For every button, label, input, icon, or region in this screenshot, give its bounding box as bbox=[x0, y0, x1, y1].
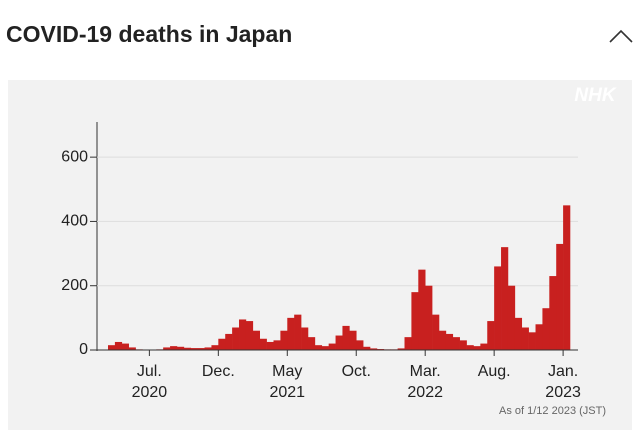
bar bbox=[122, 344, 129, 350]
bar bbox=[267, 342, 274, 350]
bar bbox=[522, 328, 529, 351]
bar bbox=[467, 345, 474, 350]
bar bbox=[439, 331, 446, 350]
y-tick-label: 600 bbox=[61, 148, 88, 165]
bar bbox=[315, 345, 322, 350]
x-year-label: 2020 bbox=[132, 384, 168, 401]
bar bbox=[515, 318, 522, 350]
bar bbox=[336, 336, 343, 350]
x-tick-label: Jul. bbox=[137, 363, 162, 380]
bar bbox=[494, 266, 501, 350]
bar bbox=[280, 331, 287, 350]
x-tick-label: Oct. bbox=[342, 363, 371, 380]
bar bbox=[487, 321, 494, 350]
y-tick-label: 0 bbox=[79, 341, 88, 358]
y-tick-label: 200 bbox=[61, 277, 88, 294]
bar bbox=[108, 345, 115, 350]
bar bbox=[211, 345, 218, 350]
x-year-label: 2023 bbox=[545, 384, 581, 401]
bar bbox=[225, 334, 232, 350]
bar bbox=[253, 331, 260, 350]
bar bbox=[246, 321, 253, 350]
bar bbox=[115, 342, 122, 350]
bar bbox=[342, 326, 349, 350]
y-tick-label: 400 bbox=[61, 213, 88, 230]
bar bbox=[405, 337, 412, 350]
bar bbox=[453, 337, 460, 350]
x-tick-label: Dec. bbox=[202, 363, 235, 380]
bar bbox=[425, 286, 432, 350]
chart-panel bbox=[8, 80, 632, 430]
bar bbox=[287, 318, 294, 350]
x-tick-label: Aug. bbox=[478, 363, 511, 380]
bar bbox=[432, 315, 439, 350]
bar bbox=[218, 339, 225, 350]
page-title: COVID-19 deaths in Japan bbox=[6, 21, 292, 47]
bar bbox=[460, 340, 467, 350]
bar bbox=[549, 276, 556, 350]
bar bbox=[563, 205, 570, 350]
bar bbox=[508, 286, 515, 350]
bar bbox=[529, 332, 536, 350]
bar bbox=[239, 319, 246, 350]
bar bbox=[418, 270, 425, 350]
bar bbox=[170, 346, 177, 350]
bar bbox=[322, 346, 329, 350]
x-tick-label: Mar. bbox=[410, 363, 441, 380]
bar bbox=[536, 324, 543, 350]
logo: NHK bbox=[574, 85, 616, 106]
bar bbox=[349, 331, 356, 350]
bar bbox=[480, 344, 487, 350]
bar bbox=[260, 339, 267, 350]
bar bbox=[542, 308, 549, 350]
bar bbox=[501, 247, 508, 350]
annotation: As of 1/12 2023 (JST) bbox=[499, 405, 606, 417]
bar bbox=[411, 292, 418, 350]
bar bbox=[329, 344, 336, 350]
bar bbox=[556, 244, 563, 350]
collapse-toggle[interactable] bbox=[610, 31, 632, 42]
x-tick-label: May bbox=[272, 363, 302, 380]
bar bbox=[232, 328, 239, 351]
bar bbox=[473, 346, 480, 350]
bar bbox=[308, 337, 315, 350]
x-year-label: 2022 bbox=[407, 384, 443, 401]
bar bbox=[294, 315, 301, 350]
x-year-label: 2021 bbox=[269, 384, 305, 401]
bar bbox=[446, 334, 453, 350]
bar bbox=[356, 340, 363, 350]
x-tick-label: Jan. bbox=[548, 363, 578, 380]
bar bbox=[301, 328, 308, 351]
bar bbox=[273, 340, 280, 350]
